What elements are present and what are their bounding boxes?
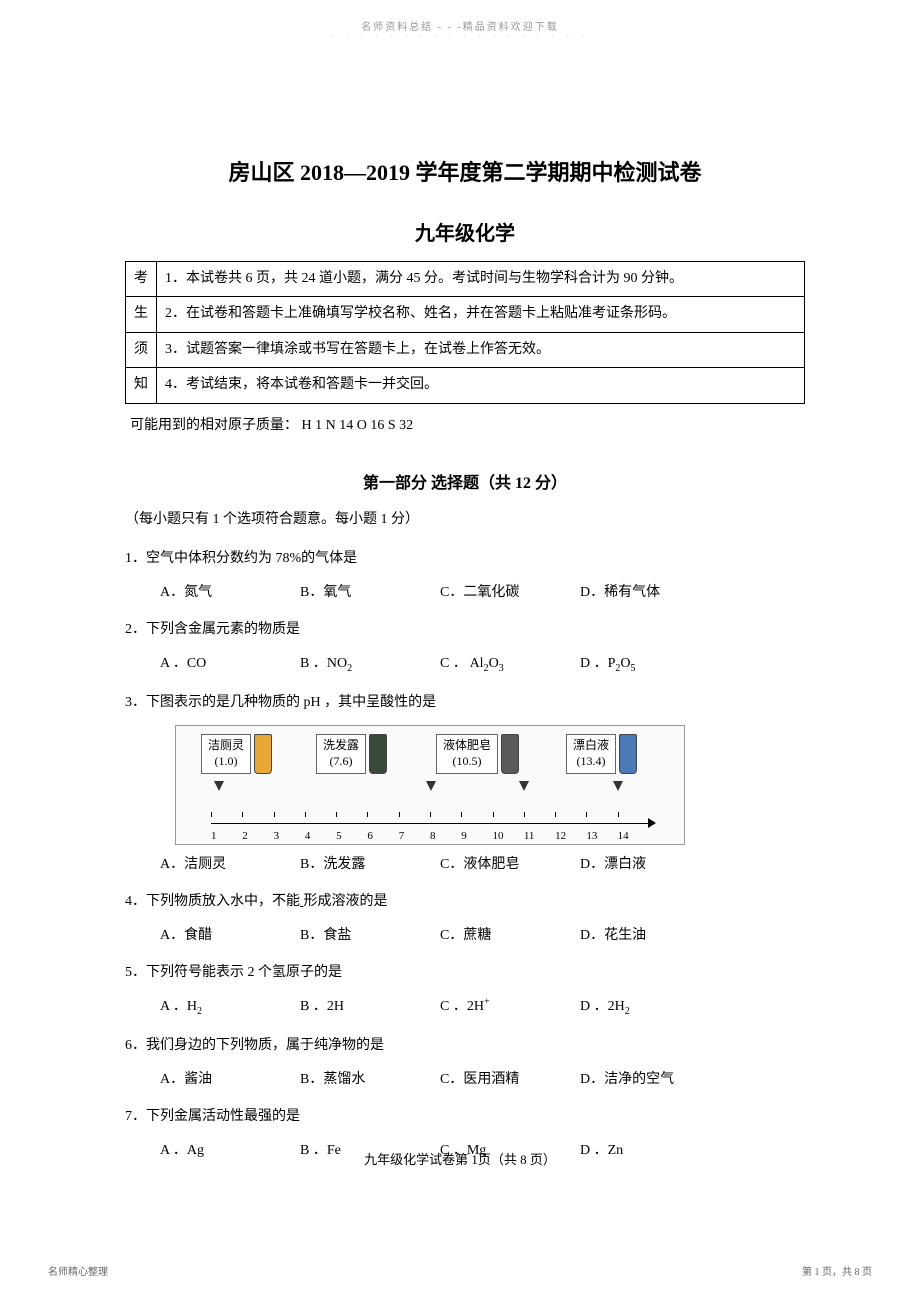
ph-tick-6: 6: [367, 830, 398, 842]
ph-label-1: 洗发露(7.6): [316, 734, 366, 773]
ph-item-1: 洗发露(7.6): [316, 734, 387, 774]
q4-opt-b: B．食盐: [300, 924, 440, 944]
q2-opt-b: B ．NO2: [300, 652, 440, 674]
ph-ticks: 1234567891011121314: [211, 830, 649, 842]
q6-opt-b: B．蒸馏水: [300, 1068, 440, 1088]
ph-label-2: 液体肥皂(10.5): [436, 734, 498, 773]
options-1: A．氮气 B．氧气 C．二氧化碳 D．稀有气体: [125, 581, 805, 601]
q2-opt-d: D ．P2O5: [580, 652, 720, 674]
q1-opt-b: B．氧气: [300, 581, 440, 601]
question-2: 2．下列含金属元素的物质是: [125, 617, 805, 642]
page-footer: 九年级化学试卷第 1页（共 8 页）: [364, 1149, 556, 1168]
ph-pointer-icon-2: [519, 781, 529, 791]
ph-pointer-icon-0: [214, 781, 224, 791]
watermark-top: 名师资料总结 - - -精品资料欢迎下载: [361, 18, 559, 33]
main-content: 房山区 2018—2019 学年度第二学期期中检测试卷 九年级化学 考 1．本试…: [125, 155, 805, 1175]
ph-label-0: 洁厕灵(1.0): [201, 734, 251, 773]
q1-opt-a: A．氮气: [160, 581, 300, 601]
q2-opt-c: C ． Al2O3: [440, 652, 580, 674]
q3-opt-a: A．洁厕灵: [160, 853, 300, 873]
ph-tick-14: 14: [618, 830, 649, 842]
ph-tick-11: 11: [524, 830, 555, 842]
notice-left-3: 知: [126, 368, 157, 403]
ph-bottle-icon-1: [369, 734, 387, 774]
ph-pointer-icon-1: [426, 781, 436, 791]
footer-bottom-right: 第 1 页，共 8 页: [802, 1263, 872, 1278]
options-6: A．酱油 B．蒸馏水 C．医用酒精 D．洁净的空气: [125, 1068, 805, 1088]
notice-item-2: 3．试题答案一律填涂或书写在答题卡上，在试卷上作答无效。: [157, 332, 805, 367]
ph-label-3: 漂白液(13.4): [566, 734, 616, 773]
notice-item-3: 4．考试结束，将本试卷和答题卡一并交回。: [157, 368, 805, 403]
notice-table: 考 1．本试卷共 6 页，共 24 道小题，满分 45 分。考试时间与生物学科合…: [125, 261, 805, 404]
options-5: A ．H2 B ．2H C ．2H+ D ．2H2: [125, 995, 805, 1017]
ph-bottle-icon-0: [254, 734, 272, 774]
ph-tick-9: 9: [461, 830, 492, 842]
atomic-mass: 可能用到的相对原子质量： H 1 N 14 O 16 S 32: [125, 414, 805, 434]
ph-item-3: 漂白液(13.4): [566, 734, 637, 774]
ph-item-0: 洁厕灵(1.0): [201, 734, 272, 774]
q5-opt-c: C ．2H+: [440, 995, 580, 1017]
ph-bottle-icon-2: [501, 734, 519, 774]
section-header: 第一部分 选择题（共 12 分）: [125, 469, 805, 493]
q7-opt-a: A ．Ag: [160, 1139, 300, 1159]
ph-figure: 洁厕灵(1.0)洗发露(7.6)液体肥皂(10.5)漂白液(13.4) 1234…: [175, 725, 685, 845]
footer-bottom-left: 名师精心整理: [48, 1263, 108, 1278]
question-1: 1．空气中体积分数约为 78%的气体是: [125, 546, 805, 571]
q6-opt-c: C．医用酒精: [440, 1068, 580, 1088]
ph-tick-5: 5: [336, 830, 367, 842]
ph-pointer-icon-3: [613, 781, 623, 791]
q1-opt-d: D．稀有气体: [580, 581, 720, 601]
ph-tick-8: 8: [430, 830, 461, 842]
options-2: A ．CO B ．NO2 C ． Al2O3 D ．P2O5: [125, 652, 805, 674]
question-3: 3．下图表示的是几种物质的 pH ，其中呈酸性的是: [125, 690, 805, 715]
q2-opt-a: A ．CO: [160, 652, 300, 674]
question-5: 5．下列符号能表示 2 个氢原子的是: [125, 960, 805, 985]
title-main: 房山区 2018—2019 学年度第二学期期中检测试卷: [125, 155, 805, 187]
title-sub: 九年级化学: [125, 217, 805, 246]
notice-item-1: 2．在试卷和答题卡上准确填写学校名称、姓名，并在答题卡上粘贴准考证条形码。: [157, 297, 805, 332]
q4-opt-c: C．蔗糖: [440, 924, 580, 944]
watermark-dots: - - - - - - - - - - - - - - - - - -: [332, 32, 589, 41]
q3-opt-c: C．液体肥皂: [440, 853, 580, 873]
question-4: 4．下列物质放入水中，不能 形成溶液的是: [125, 889, 805, 914]
ph-tick-10: 10: [493, 830, 524, 842]
q7-opt-d: D ．Zn: [580, 1139, 720, 1159]
ph-item-2: 液体肥皂(10.5): [436, 734, 519, 774]
ph-tick-13: 13: [586, 830, 617, 842]
q6-opt-d: D．洁净的空气: [580, 1068, 720, 1088]
q5-opt-d: D ．2H2: [580, 995, 720, 1017]
q5-opt-b: B ．2H: [300, 995, 440, 1017]
ph-tick-4: 4: [305, 830, 336, 842]
ph-tick-1: 1: [211, 830, 242, 842]
options-3: A．洁厕灵 B．洗发露 C．液体肥皂 D．漂白液: [125, 853, 805, 873]
ph-tick-7: 7: [399, 830, 430, 842]
q4-opt-d: D．花生油: [580, 924, 720, 944]
notice-left-2: 须: [126, 332, 157, 367]
q1-opt-c: C．二氧化碳: [440, 581, 580, 601]
notice-left-0: 考: [126, 262, 157, 297]
ph-bottle-icon-3: [619, 734, 637, 774]
ph-tick-12: 12: [555, 830, 586, 842]
section-instruction: （每小题只有 1 个选项符合题意。每小题 1 分）: [125, 508, 805, 528]
ph-tick-2: 2: [242, 830, 273, 842]
ph-axis: [211, 823, 649, 824]
question-7: 7．下列金属活动性最强的是: [125, 1104, 805, 1129]
q4-opt-a: A．食醋: [160, 924, 300, 944]
notice-left-1: 生: [126, 297, 157, 332]
ph-arrow-icon: [648, 818, 656, 828]
q6-opt-a: A．酱油: [160, 1068, 300, 1088]
ph-tick-3: 3: [274, 830, 305, 842]
notice-item-0: 1．本试卷共 6 页，共 24 道小题，满分 45 分。考试时间与生物学科合计为…: [157, 262, 805, 297]
q3-opt-d: D．漂白液: [580, 853, 720, 873]
options-4: A．食醋 B．食盐 C．蔗糖 D．花生油: [125, 924, 805, 944]
q3-opt-b: B．洗发露: [300, 853, 440, 873]
question-6: 6．我们身边的下列物质，属于纯净物的是: [125, 1033, 805, 1058]
q5-opt-a: A ．H2: [160, 995, 300, 1017]
